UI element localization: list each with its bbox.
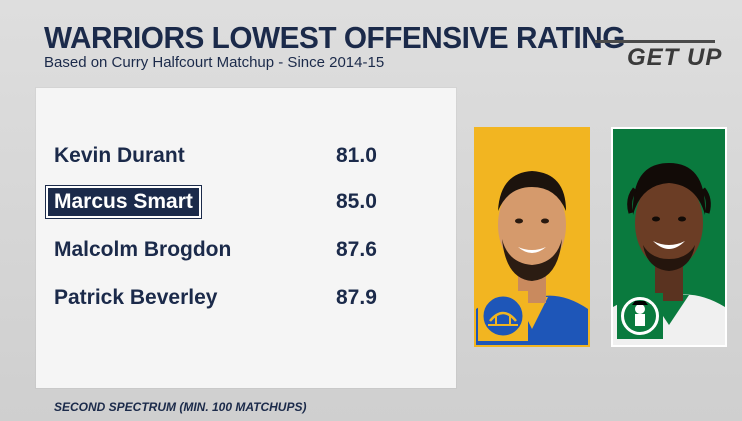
table-row: Patrick Beverley 87.9 xyxy=(44,282,444,312)
player-name: Kevin Durant xyxy=(54,144,185,167)
graphic-title: WARRIORS LOWEST OFFENSIVE RATING xyxy=(44,20,625,55)
table-row: Malcolm Brogdon 87.6 xyxy=(44,234,444,264)
player-name: Malcolm Brogdon xyxy=(54,238,232,261)
offensive-rating: 85.0 xyxy=(336,190,377,213)
curry-photo xyxy=(474,127,590,347)
table-row: Kevin Durant 81.0 xyxy=(44,140,444,170)
get-up-logo: GET UP xyxy=(627,44,723,71)
source-footnote: SECOND SPECTRUM (MIN. 100 MATCHUPS) xyxy=(54,400,307,414)
ratings-panel: Kevin Durant 81.0 Marcus Smart 85.0 Malc… xyxy=(36,88,456,388)
offensive-rating: 81.0 xyxy=(336,144,377,167)
celtics-logo-icon xyxy=(617,293,663,339)
brand-divider xyxy=(595,40,715,43)
offensive-rating: 87.9 xyxy=(336,286,377,309)
smart-photo xyxy=(611,127,727,347)
warriors-logo-icon xyxy=(478,291,528,341)
offensive-rating: 87.6 xyxy=(336,238,377,261)
table-row-highlighted: Marcus Smart 85.0 xyxy=(44,186,444,216)
player-name: Marcus Smart xyxy=(48,188,199,216)
player-name: Patrick Beverley xyxy=(54,286,218,309)
graphic-subtitle: Based on Curry Halfcourt Matchup - Since… xyxy=(44,54,385,71)
